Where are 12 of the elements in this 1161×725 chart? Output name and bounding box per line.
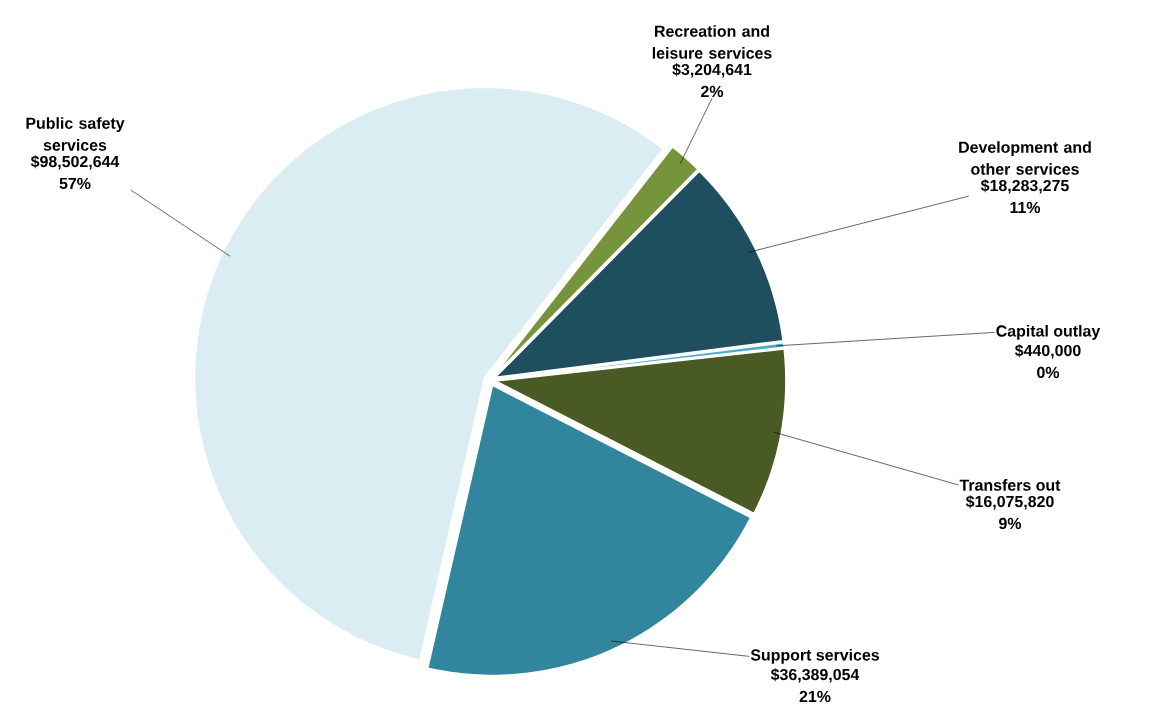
slice-label: Recreation and leisure services bbox=[652, 25, 772, 59]
data-label: $18,283,275 11% bbox=[980, 179, 1069, 214]
data-label: $3,204,641 2% bbox=[672, 63, 752, 98]
slice-label: Capital outlay bbox=[996, 324, 1101, 340]
slice-label: Development and other services bbox=[959, 141, 1091, 175]
data-label: $440,000 0% bbox=[1014, 344, 1081, 379]
data-label: $16,075,820 9% bbox=[965, 495, 1054, 530]
slice-label: Transfers out bbox=[959, 479, 1061, 491]
data-label: $36,389,054 21% bbox=[770, 668, 860, 703]
data-label: $98,502,644 57% bbox=[30, 155, 120, 190]
slice-label: Support services bbox=[750, 648, 879, 664]
slice-label: Public safety services bbox=[26, 117, 125, 151]
